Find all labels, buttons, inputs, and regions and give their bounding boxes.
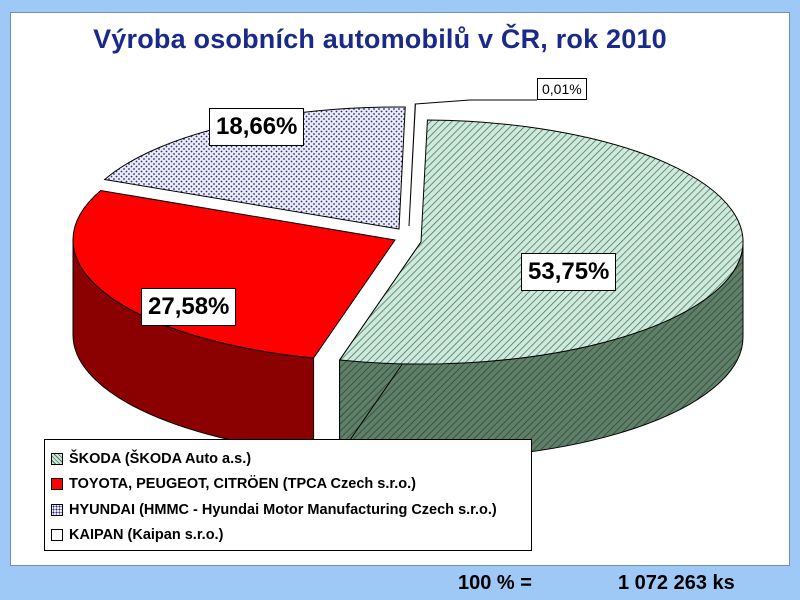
legend-label: HYUNDAI (HMMC - Hyundai Motor Manufactur… — [69, 501, 497, 518]
legend-item: HYUNDAI (HMMC - Hyundai Motor Manufactur… — [51, 497, 531, 523]
legend-item: ŠKODA (ŠKODA Auto a.s.) — [51, 446, 531, 472]
total-equation: 100 % = — [458, 572, 532, 594]
legend-swatch — [51, 478, 63, 491]
chart-title: Výroba osobních automobilů v ČR, rok 201… — [93, 24, 667, 54]
data-label: 53,75% — [521, 253, 617, 291]
legend: ŠKODA (ŠKODA Auto a.s.) TOYOTA, PEUGEOT, … — [44, 439, 532, 551]
leader-line — [415, 99, 537, 105]
data-label: 27,58% — [141, 288, 237, 326]
legend-label: KAIPAN (Kaipan s.r.o.) — [69, 527, 224, 544]
legend-swatch — [51, 529, 63, 542]
legend-swatch — [51, 503, 63, 516]
pie-slice-kaipan — [408, 103, 416, 227]
data-label: 18,66% — [209, 108, 305, 146]
pie-slice-skoda — [338, 119, 744, 365]
legend-item: TOYOTA, PEUGEOT, CITRÖEN (TPCA Czech s.r… — [51, 472, 531, 498]
legend-swatch — [51, 452, 63, 465]
data-label: 0,01% — [537, 78, 587, 100]
legend-item: KAIPAN (Kaipan s.r.o.) — [51, 523, 531, 549]
legend-label: ŠKODA (ŠKODA Auto a.s.) — [69, 450, 252, 467]
total-count: 1 072 263 ks — [618, 572, 735, 594]
legend-label: TOYOTA, PEUGEOT, CITRÖEN (TPCA Czech s.r… — [69, 476, 416, 493]
